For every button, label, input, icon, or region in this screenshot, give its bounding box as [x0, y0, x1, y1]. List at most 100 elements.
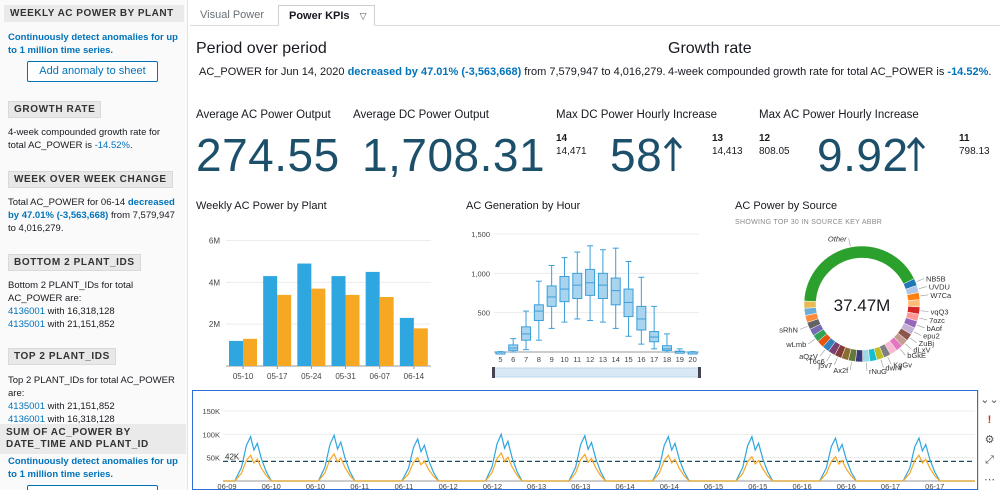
kpi-maxdc-right-hour: 13	[712, 133, 724, 144]
slice-leader	[826, 354, 832, 362]
x-tick-label: 06-15	[704, 482, 723, 489]
slice-leader	[866, 362, 868, 371]
reference-label: 42K	[225, 452, 240, 461]
tab-power-kpis[interactable]: Power KPIs ▽	[278, 5, 375, 26]
period-prefix: AC_POWER for Jun 14, 2020	[199, 66, 348, 78]
x-tick-label: 06-15	[748, 482, 767, 489]
slice-label: wLmb	[785, 340, 806, 349]
source-chart-subtitle: SHOWING TOP 30 IN SOURCE KEY ABBR	[735, 219, 883, 226]
range-handle-right	[698, 367, 701, 378]
growth-rate-prefix: 4-week compounded growth rate for total …	[8, 127, 161, 151]
x-tick-label: 18	[663, 355, 671, 364]
visual-toolbar: ⌄⌄ ! ⚙ ⤢ ⋯	[978, 390, 1000, 490]
line-series	[223, 432, 975, 482]
slice-leader	[880, 359, 884, 368]
wow-change-text: Total AC_POWER for 06-14 decreased by 47…	[0, 196, 186, 235]
top2-intro: Top 2 PLANT_IDs for total AC_POWER are:	[8, 375, 175, 399]
y-tick-label: 6M	[209, 237, 220, 246]
x-tick-label: 06-13	[571, 482, 590, 489]
growth-text-value: -14.52%	[947, 66, 989, 78]
kpi-maxac-left-hour: 12	[759, 133, 771, 144]
source-chart-title: AC Power by Source	[735, 200, 838, 212]
x-tick-label: 06-07	[370, 372, 391, 381]
x-tick-label: 13	[599, 355, 607, 364]
bar	[331, 276, 346, 366]
box	[636, 305, 647, 331]
slice-leader	[833, 357, 838, 366]
add-anomaly-button-2[interactable]	[27, 485, 158, 490]
kpi-maxdc-right: 13 14,413	[712, 132, 743, 158]
x-tick-label: 06-09	[217, 482, 236, 489]
box	[533, 304, 544, 322]
line-series	[223, 451, 975, 482]
x-tick-label: 06-14	[616, 482, 635, 489]
hourly-box-chart: 500 1,000 1,500 5 6 7 8 9 10 11 12 13 14 15 16 17 18 19 20	[471, 230, 701, 378]
sidebar: WEEKLY AC POWER BY PLANT Continuously de…	[0, 0, 188, 490]
slice-label: j5v7	[817, 361, 832, 370]
top2-id-2[interactable]: 4136001	[8, 414, 45, 425]
x-tick-label: 06-11	[395, 482, 414, 489]
x-tick-label: 06-14	[404, 372, 425, 381]
x-tick-label: 05-24	[301, 372, 322, 381]
add-anomaly-button[interactable]: Add anomaly to sheet	[27, 61, 158, 82]
weekly-bar-chart: 2M 4M 6M 05-10 05-17 05-24 05-31 06-07 06-14	[209, 237, 431, 381]
add-anomaly-button-label[interactable]: Add anomaly to sheet	[27, 61, 158, 82]
kpi-maxac-left: 12 808.05	[759, 132, 790, 158]
kpi-maxac-right: 11 798.13	[959, 132, 990, 158]
x-tick-label: 06-17	[881, 482, 900, 489]
kpi-maxdc-left-hour: 14	[556, 133, 568, 144]
kpi-maxdc-left-value: 14,471	[556, 146, 587, 157]
y-tick-label: 150K	[202, 407, 220, 416]
more-icon[interactable]: ⋯	[984, 474, 995, 486]
alert-icon[interactable]: !	[987, 414, 992, 426]
top2-id-1[interactable]: 4135001	[8, 401, 45, 412]
bar	[297, 263, 312, 366]
slice-label: dwr4	[885, 363, 901, 372]
slice-leader	[913, 331, 922, 336]
x-tick-label: 06-13	[527, 482, 546, 489]
sidebar-header-sum: SUM OF AC_POWER BY DATE_TIME AND PLANT_I…	[0, 424, 186, 454]
x-tick-label: 06-16	[837, 482, 856, 489]
donut-slice	[803, 245, 915, 302]
tab-visual-power[interactable]: Visual Power	[200, 9, 264, 21]
weekly-chart-title: Weekly AC Power by Plant	[196, 200, 327, 212]
bottom2-label: BOTTOM 2 PLANT_IDS	[8, 254, 141, 271]
hourly-chart-title: AC Generation by Hour	[466, 200, 581, 212]
collapse-icon[interactable]: ⌄⌄	[980, 394, 999, 406]
anomaly-text-2: Continuously detect anomalies for up to …	[8, 456, 178, 480]
wow-change-label: WEEK OVER WEEK CHANGE	[8, 171, 173, 188]
x-tick-label: 8	[537, 355, 541, 364]
expand-icon[interactable]: ⤢	[985, 454, 994, 466]
slice-leader	[909, 337, 917, 344]
slice-leader	[916, 324, 925, 329]
slice-leader	[905, 343, 912, 350]
x-tick-label: 06-12	[439, 482, 458, 489]
anomaly-text: Continuously detect anomalies for up to …	[8, 32, 178, 56]
x-tick-label: 06-17	[925, 482, 944, 489]
slice-leader	[799, 326, 808, 330]
period-text: AC_POWER for Jun 14, 2020 decreased by 4…	[199, 66, 666, 78]
bottom2-item-2: 4135001 with 21,151,852	[8, 318, 178, 331]
gear-icon[interactable]: ⚙	[984, 434, 995, 446]
bottom2-id-2[interactable]: 4135001	[8, 319, 45, 330]
growth-rate-value: -14.52%	[94, 140, 130, 151]
growth-text: 4-week compounded growth rate for total …	[668, 66, 991, 78]
sum-ac-line-visual[interactable]: 50K 100K 150K 42K 06-09 06-10 06-10 06-11 06-11 0…	[192, 390, 978, 490]
y-tick-label: 50K	[207, 454, 220, 463]
x-tick-label: 5	[498, 355, 502, 364]
sheet-tabs: Visual Power Power KPIs ▽	[190, 0, 1000, 26]
bar	[229, 340, 243, 366]
top2-text: Top 2 PLANT_IDs for total AC_POWER are: …	[0, 374, 186, 426]
x-tick-label: 06-11	[350, 482, 369, 489]
arrow-up-icon	[906, 137, 926, 171]
x-tick-label: 05-17	[267, 372, 288, 381]
bottom2-id-1[interactable]: 4136001	[8, 306, 45, 317]
slice-leader	[919, 317, 928, 321]
bottom2-rest-2: with 21,151,852	[44, 319, 115, 330]
x-tick-label: 06-14	[660, 482, 679, 489]
slice-label: NB5B	[926, 275, 946, 284]
bottom2-rest-1: with 16,318,128	[44, 306, 115, 317]
chevron-down-icon[interactable]: ▽	[359, 11, 367, 21]
x-tick-label: 15	[624, 355, 632, 364]
bar	[263, 276, 278, 366]
